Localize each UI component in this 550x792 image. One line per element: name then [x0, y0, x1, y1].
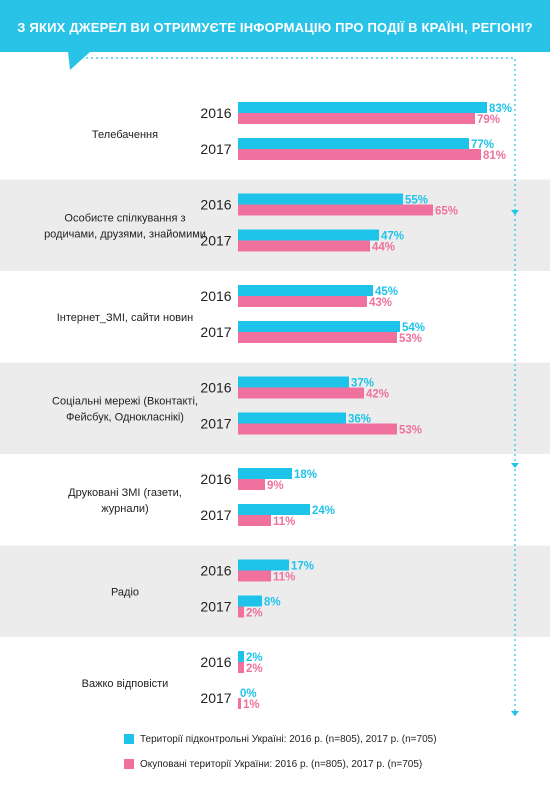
data-label-controlled: 8%	[264, 597, 281, 609]
bar-occupied	[238, 204, 433, 216]
bar-occupied	[238, 296, 367, 307]
bar-controlled	[238, 285, 373, 296]
year-label: 2017	[200, 599, 231, 615]
bar-occupied	[238, 423, 397, 435]
data-label-controlled: 36%	[348, 414, 371, 426]
bar-occupied	[238, 332, 397, 343]
bar-chart: Телебачення 2016 83%79% 2017 77%81% Особисте …	[0, 57, 550, 716]
group-band	[0, 362, 550, 454]
data-label-controlled: 83%	[489, 103, 512, 115]
bar-controlled	[238, 193, 403, 205]
year-label: 2016	[200, 654, 231, 670]
year-label: 2017	[200, 233, 231, 249]
data-label-occupied: 43%	[369, 297, 392, 309]
data-label-controlled: 77%	[471, 139, 494, 151]
data-label-controlled: 55%	[405, 195, 428, 207]
chart-title: З ЯКИХ ДЖЕРЕЛ ВИ ОТРИМУЄТЕ ІНФОРМАЦІЮ ПР…	[17, 20, 533, 35]
bar-occupied	[238, 606, 244, 618]
guide-arrow-icon	[511, 210, 519, 215]
data-label-controlled: 45%	[375, 286, 398, 298]
legend-label-occupied: Окуповані території України: 2016 р. (n=…	[140, 758, 423, 770]
bar-controlled	[238, 376, 349, 388]
category-label: Інтернет_ЗМІ, сайти новин	[57, 312, 194, 324]
data-label-occupied: 2%	[246, 663, 263, 675]
bar-occupied	[238, 570, 271, 582]
year-label: 2016	[200, 105, 231, 121]
data-label-occupied: 9%	[267, 480, 284, 492]
bar-controlled	[238, 559, 289, 571]
data-label-controlled: 24%	[312, 505, 335, 517]
year-label: 2016	[200, 471, 231, 487]
bar-occupied	[238, 662, 244, 673]
bar-occupied	[238, 149, 481, 160]
data-label-controlled: 54%	[402, 322, 425, 334]
legend-label-controlled: Території підконтрольні Україні: 2016 р.…	[140, 733, 437, 745]
legend-swatch-occupied	[124, 759, 134, 769]
bar-occupied	[238, 515, 271, 526]
bar-occupied	[238, 387, 364, 399]
data-label-occupied: 53%	[399, 333, 422, 345]
year-label: 2017	[200, 141, 231, 157]
legend-item-occupied: Окуповані території України: 2016 р. (n=…	[124, 757, 437, 771]
group-band	[0, 545, 550, 637]
data-label-controlled: 0%	[240, 688, 257, 700]
year-label: 2016	[200, 288, 231, 304]
data-label-occupied: 79%	[477, 114, 500, 126]
data-label-occupied: 65%	[435, 206, 458, 218]
year-label: 2016	[200, 380, 231, 396]
year-label: 2017	[200, 507, 231, 523]
year-label: 2016	[200, 197, 231, 213]
data-label-occupied: 44%	[372, 242, 395, 254]
data-label-occupied: 42%	[366, 389, 389, 401]
data-label-occupied: 11%	[273, 516, 295, 528]
bar-controlled	[238, 229, 379, 241]
group-band	[0, 179, 550, 271]
data-label-controlled: 37%	[351, 378, 374, 390]
bar-occupied	[238, 698, 241, 709]
bar-controlled	[238, 412, 346, 424]
category-label: Телебачення	[92, 129, 158, 141]
bar-controlled	[238, 468, 292, 479]
data-label-occupied: 53%	[399, 425, 422, 437]
bar-controlled	[238, 102, 487, 113]
bar-occupied	[238, 240, 370, 252]
legend: Території підконтрольні Україні: 2016 р.…	[124, 732, 437, 782]
legend-item-controlled: Території підконтрольні Україні: 2016 р.…	[124, 732, 437, 746]
data-label-occupied: 11%	[273, 572, 295, 584]
category-label: Друковані ЗМІ (газети, журнали)	[68, 487, 182, 515]
year-label: 2017	[200, 324, 231, 340]
category-label: Важко відповісти	[82, 678, 169, 690]
data-label-occupied: 2%	[246, 608, 263, 620]
bar-controlled	[238, 504, 310, 515]
bar-controlled	[238, 321, 400, 332]
guide-arrow-icon	[511, 711, 519, 716]
year-label: 2017	[200, 416, 231, 432]
data-label-controlled: 47%	[381, 231, 404, 243]
data-label-controlled: 18%	[294, 469, 317, 481]
data-label-controlled: 2%	[246, 652, 263, 664]
guide-arrow-icon	[511, 463, 519, 468]
category-label: Особисте спілкування з родичами, друзями,…	[44, 212, 206, 240]
bar-occupied	[238, 113, 475, 124]
bar-controlled	[238, 595, 262, 607]
data-label-controlled: 17%	[291, 561, 314, 573]
bar-controlled	[238, 138, 469, 149]
data-label-occupied: 1%	[243, 699, 260, 711]
data-label-occupied: 81%	[483, 150, 506, 162]
year-label: 2017	[200, 690, 231, 706]
category-label: Радіо	[111, 586, 139, 598]
title-banner	[0, 0, 550, 70]
bar-controlled	[238, 651, 244, 662]
category-label: Соціальні мережі (Вконтакті, Фейсбук, Одн…	[52, 395, 198, 423]
year-label: 2016	[200, 563, 231, 579]
bar-occupied	[238, 479, 265, 490]
legend-swatch-controlled	[124, 734, 134, 744]
